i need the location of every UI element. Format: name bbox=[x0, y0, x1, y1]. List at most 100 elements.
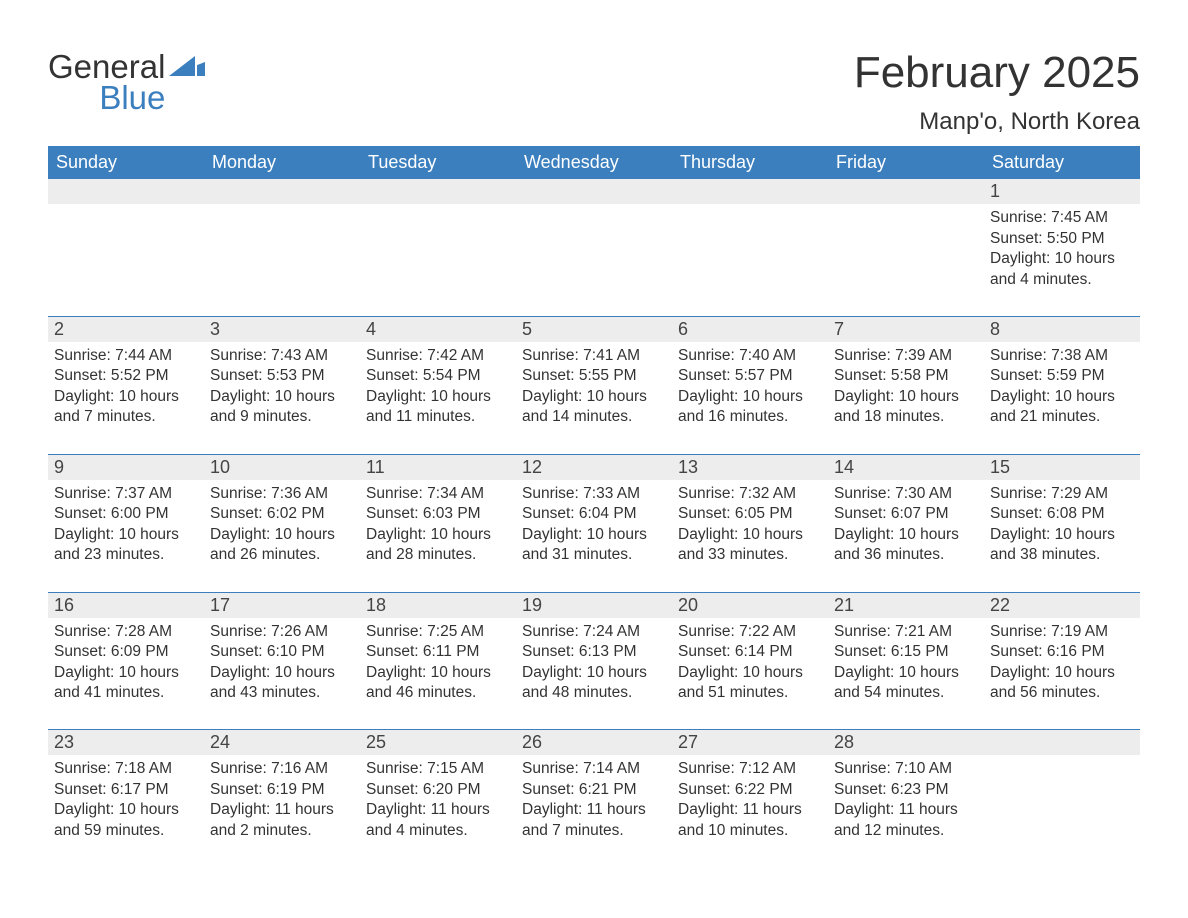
day-info: Sunrise: 7:18 AMSunset: 6:17 PMDaylight:… bbox=[48, 755, 204, 843]
calendar-day: 23Sunrise: 7:18 AMSunset: 6:17 PMDayligh… bbox=[48, 730, 204, 843]
calendar-week: 9Sunrise: 7:37 AMSunset: 6:00 PMDaylight… bbox=[48, 454, 1140, 568]
day-info: Sunrise: 7:12 AMSunset: 6:22 PMDaylight:… bbox=[672, 755, 828, 843]
calendar-day: 10Sunrise: 7:36 AMSunset: 6:02 PMDayligh… bbox=[204, 455, 360, 568]
day-info: Sunrise: 7:38 AMSunset: 5:59 PMDaylight:… bbox=[984, 342, 1140, 430]
day-number bbox=[516, 179, 672, 204]
day-info: Sunrise: 7:21 AMSunset: 6:15 PMDaylight:… bbox=[828, 618, 984, 706]
day-number: 8 bbox=[984, 317, 1140, 342]
day-number bbox=[984, 730, 1140, 755]
calendar-day bbox=[48, 179, 204, 292]
calendar-week: 23Sunrise: 7:18 AMSunset: 6:17 PMDayligh… bbox=[48, 729, 1140, 843]
calendar-day: 21Sunrise: 7:21 AMSunset: 6:15 PMDayligh… bbox=[828, 593, 984, 706]
dow-row: Sunday Monday Tuesday Wednesday Thursday… bbox=[48, 146, 1140, 179]
day-info: Sunrise: 7:15 AMSunset: 6:20 PMDaylight:… bbox=[360, 755, 516, 843]
calendar-day: 9Sunrise: 7:37 AMSunset: 6:00 PMDaylight… bbox=[48, 455, 204, 568]
calendar-day bbox=[204, 179, 360, 292]
day-info: Sunrise: 7:42 AMSunset: 5:54 PMDaylight:… bbox=[360, 342, 516, 430]
day-number: 28 bbox=[828, 730, 984, 755]
calendar-day: 20Sunrise: 7:22 AMSunset: 6:14 PMDayligh… bbox=[672, 593, 828, 706]
day-number: 20 bbox=[672, 593, 828, 618]
day-number: 26 bbox=[516, 730, 672, 755]
day-number: 16 bbox=[48, 593, 204, 618]
day-info: Sunrise: 7:34 AMSunset: 6:03 PMDaylight:… bbox=[360, 480, 516, 568]
logo: General Blue bbox=[48, 50, 205, 114]
day-info: Sunrise: 7:33 AMSunset: 6:04 PMDaylight:… bbox=[516, 480, 672, 568]
dow-saturday: Saturday bbox=[984, 146, 1140, 179]
dow-monday: Monday bbox=[204, 146, 360, 179]
day-number: 23 bbox=[48, 730, 204, 755]
calendar-day bbox=[360, 179, 516, 292]
day-number: 24 bbox=[204, 730, 360, 755]
day-info: Sunrise: 7:10 AMSunset: 6:23 PMDaylight:… bbox=[828, 755, 984, 843]
day-info: Sunrise: 7:44 AMSunset: 5:52 PMDaylight:… bbox=[48, 342, 204, 430]
calendar-day: 28Sunrise: 7:10 AMSunset: 6:23 PMDayligh… bbox=[828, 730, 984, 843]
calendar-day: 26Sunrise: 7:14 AMSunset: 6:21 PMDayligh… bbox=[516, 730, 672, 843]
calendar-day: 12Sunrise: 7:33 AMSunset: 6:04 PMDayligh… bbox=[516, 455, 672, 568]
calendar-day: 25Sunrise: 7:15 AMSunset: 6:20 PMDayligh… bbox=[360, 730, 516, 843]
day-number: 5 bbox=[516, 317, 672, 342]
day-number: 10 bbox=[204, 455, 360, 480]
day-number: 27 bbox=[672, 730, 828, 755]
calendar-day: 5Sunrise: 7:41 AMSunset: 5:55 PMDaylight… bbox=[516, 317, 672, 430]
calendar-day bbox=[828, 179, 984, 292]
calendar-day: 19Sunrise: 7:24 AMSunset: 6:13 PMDayligh… bbox=[516, 593, 672, 706]
day-info: Sunrise: 7:43 AMSunset: 5:53 PMDaylight:… bbox=[204, 342, 360, 430]
day-number: 7 bbox=[828, 317, 984, 342]
calendar-day bbox=[984, 730, 1140, 843]
calendar-day: 7Sunrise: 7:39 AMSunset: 5:58 PMDaylight… bbox=[828, 317, 984, 430]
calendar-week: 16Sunrise: 7:28 AMSunset: 6:09 PMDayligh… bbox=[48, 592, 1140, 706]
day-number: 2 bbox=[48, 317, 204, 342]
calendar-day bbox=[672, 179, 828, 292]
day-info: Sunrise: 7:40 AMSunset: 5:57 PMDaylight:… bbox=[672, 342, 828, 430]
day-number: 11 bbox=[360, 455, 516, 480]
flag-icon bbox=[169, 54, 205, 76]
calendar-day: 4Sunrise: 7:42 AMSunset: 5:54 PMDaylight… bbox=[360, 317, 516, 430]
day-number: 1 bbox=[984, 179, 1140, 204]
calendar-day: 11Sunrise: 7:34 AMSunset: 6:03 PMDayligh… bbox=[360, 455, 516, 568]
calendar-day: 14Sunrise: 7:30 AMSunset: 6:07 PMDayligh… bbox=[828, 455, 984, 568]
calendar-day: 18Sunrise: 7:25 AMSunset: 6:11 PMDayligh… bbox=[360, 593, 516, 706]
day-number: 15 bbox=[984, 455, 1140, 480]
day-number: 13 bbox=[672, 455, 828, 480]
day-number: 6 bbox=[672, 317, 828, 342]
dow-wednesday: Wednesday bbox=[516, 146, 672, 179]
title-block: February 2025 Manp'o, North Korea bbox=[854, 50, 1140, 136]
day-info: Sunrise: 7:29 AMSunset: 6:08 PMDaylight:… bbox=[984, 480, 1140, 568]
day-info: Sunrise: 7:41 AMSunset: 5:55 PMDaylight:… bbox=[516, 342, 672, 430]
day-number: 3 bbox=[204, 317, 360, 342]
day-info: Sunrise: 7:45 AMSunset: 5:50 PMDaylight:… bbox=[984, 204, 1140, 292]
calendar-day: 16Sunrise: 7:28 AMSunset: 6:09 PMDayligh… bbox=[48, 593, 204, 706]
day-number: 22 bbox=[984, 593, 1140, 618]
calendar-day: 2Sunrise: 7:44 AMSunset: 5:52 PMDaylight… bbox=[48, 317, 204, 430]
day-info: Sunrise: 7:26 AMSunset: 6:10 PMDaylight:… bbox=[204, 618, 360, 706]
day-info: Sunrise: 7:24 AMSunset: 6:13 PMDaylight:… bbox=[516, 618, 672, 706]
calendar-day: 8Sunrise: 7:38 AMSunset: 5:59 PMDaylight… bbox=[984, 317, 1140, 430]
day-number bbox=[672, 179, 828, 204]
day-number: 9 bbox=[48, 455, 204, 480]
day-info: Sunrise: 7:16 AMSunset: 6:19 PMDaylight:… bbox=[204, 755, 360, 843]
calendar-day: 6Sunrise: 7:40 AMSunset: 5:57 PMDaylight… bbox=[672, 317, 828, 430]
calendar-day: 24Sunrise: 7:16 AMSunset: 6:19 PMDayligh… bbox=[204, 730, 360, 843]
calendar-day bbox=[516, 179, 672, 292]
day-number bbox=[48, 179, 204, 204]
dow-friday: Friday bbox=[828, 146, 984, 179]
day-number bbox=[360, 179, 516, 204]
day-number: 18 bbox=[360, 593, 516, 618]
calendar-weeks: 1Sunrise: 7:45 AMSunset: 5:50 PMDaylight… bbox=[48, 179, 1140, 843]
calendar: Sunday Monday Tuesday Wednesday Thursday… bbox=[48, 146, 1140, 843]
calendar-day: 27Sunrise: 7:12 AMSunset: 6:22 PMDayligh… bbox=[672, 730, 828, 843]
day-info: Sunrise: 7:36 AMSunset: 6:02 PMDaylight:… bbox=[204, 480, 360, 568]
day-number: 17 bbox=[204, 593, 360, 618]
location: Manp'o, North Korea bbox=[854, 108, 1140, 136]
calendar-week: 1Sunrise: 7:45 AMSunset: 5:50 PMDaylight… bbox=[48, 179, 1140, 292]
day-number: 25 bbox=[360, 730, 516, 755]
calendar-week: 2Sunrise: 7:44 AMSunset: 5:52 PMDaylight… bbox=[48, 316, 1140, 430]
month-title: February 2025 bbox=[854, 50, 1140, 96]
logo-text: General Blue bbox=[48, 50, 165, 114]
day-number: 14 bbox=[828, 455, 984, 480]
day-info: Sunrise: 7:14 AMSunset: 6:21 PMDaylight:… bbox=[516, 755, 672, 843]
day-number bbox=[828, 179, 984, 204]
header: General Blue February 2025 Manp'o, North… bbox=[48, 50, 1140, 136]
day-number: 19 bbox=[516, 593, 672, 618]
calendar-day: 3Sunrise: 7:43 AMSunset: 5:53 PMDaylight… bbox=[204, 317, 360, 430]
